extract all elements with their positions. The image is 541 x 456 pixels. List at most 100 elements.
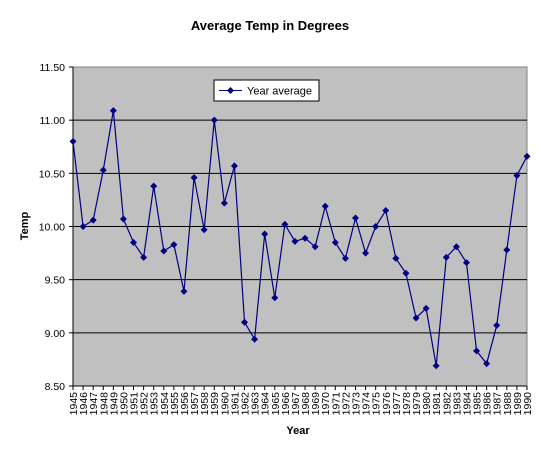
series-line bbox=[72, 110, 528, 366]
x-tick-label: 1987 bbox=[492, 392, 504, 416]
data-point bbox=[89, 216, 97, 224]
x-tick-label: 1961 bbox=[229, 392, 241, 416]
x-tick-label: 1977 bbox=[391, 392, 403, 416]
data-point bbox=[251, 335, 259, 343]
data-point bbox=[442, 253, 450, 261]
data-point bbox=[271, 294, 279, 302]
gridlines bbox=[73, 119, 527, 334]
y-tick-label: 11.50 bbox=[40, 62, 66, 74]
x-tick-labels: 1945194619471948194919501951195219531954… bbox=[68, 392, 534, 416]
y-tick-label: 8.50 bbox=[45, 381, 66, 393]
x-tick-label: 1972 bbox=[340, 392, 352, 416]
data-point bbox=[281, 220, 289, 228]
x-tick-label: 1949 bbox=[108, 392, 120, 416]
data-point bbox=[301, 234, 309, 242]
x-tick-label: 1964 bbox=[260, 392, 272, 416]
data-point bbox=[392, 254, 400, 262]
data-point bbox=[362, 249, 370, 257]
data-point bbox=[503, 246, 511, 254]
x-tick-label: 1988 bbox=[502, 392, 514, 416]
series-year-average bbox=[69, 107, 531, 370]
x-tick-label: 1953 bbox=[149, 392, 161, 416]
data-point bbox=[432, 362, 440, 370]
x-tick-label: 1951 bbox=[129, 392, 141, 416]
data-point bbox=[99, 166, 107, 174]
data-point bbox=[412, 314, 420, 322]
data-point bbox=[351, 214, 359, 222]
y-axis-title: Temp bbox=[19, 211, 31, 240]
data-point bbox=[372, 223, 380, 230]
x-tick-label: 1965 bbox=[270, 392, 282, 416]
x-tick-label: 1980 bbox=[421, 392, 433, 416]
x-tick-label: 1969 bbox=[310, 392, 322, 416]
x-tick-label: 1946 bbox=[78, 392, 90, 416]
data-point bbox=[130, 238, 138, 246]
data-point bbox=[220, 199, 228, 207]
data-point bbox=[140, 253, 148, 261]
x-tick-label: 1974 bbox=[361, 392, 373, 416]
data-point bbox=[382, 207, 390, 215]
x-tick-label: 1976 bbox=[381, 392, 393, 416]
chart-title: Average Temp in Degrees bbox=[191, 18, 349, 33]
data-point bbox=[150, 182, 158, 190]
x-tick-label: 1985 bbox=[472, 392, 484, 416]
data-point bbox=[79, 223, 87, 230]
data-point bbox=[291, 237, 299, 245]
x-tick-label: 1984 bbox=[461, 392, 473, 416]
x-tick-label: 1971 bbox=[330, 392, 342, 416]
data-point bbox=[462, 259, 470, 267]
data-point bbox=[230, 162, 238, 170]
data-point bbox=[452, 243, 460, 251]
x-tick-label: 1968 bbox=[300, 392, 312, 416]
data-point bbox=[311, 243, 319, 251]
x-tick-label: 1981 bbox=[431, 392, 443, 416]
data-point bbox=[493, 321, 501, 329]
y-tick-label: 11.00 bbox=[40, 115, 66, 127]
data-point bbox=[200, 226, 208, 234]
data-point bbox=[119, 215, 127, 223]
data-point bbox=[170, 241, 178, 249]
data-point bbox=[473, 347, 481, 355]
x-tick-label: 1958 bbox=[199, 392, 211, 416]
x-tick-label: 1982 bbox=[441, 392, 453, 416]
data-point bbox=[180, 287, 188, 295]
legend-label: Year average bbox=[247, 86, 312, 98]
data-point bbox=[321, 202, 329, 210]
data-point bbox=[160, 247, 168, 255]
x-tick-label: 1950 bbox=[118, 392, 130, 416]
data-point bbox=[190, 174, 198, 182]
legend-box bbox=[213, 79, 320, 102]
data-point bbox=[261, 230, 269, 238]
y-tick-labels: 8.50 9.00 9.50 10.00 10.50 11.00 11.50 bbox=[39, 62, 65, 393]
x-tick-label: 1986 bbox=[482, 392, 494, 416]
y-tick-label: 9.50 bbox=[45, 275, 66, 287]
x-tick-label: 1990 bbox=[522, 392, 534, 416]
x-tick-label: 1967 bbox=[290, 392, 302, 416]
data-point bbox=[341, 254, 349, 262]
x-axis-title: Year bbox=[286, 425, 310, 437]
data-point bbox=[210, 116, 218, 124]
data-point bbox=[523, 152, 531, 160]
x-tick-label: 1963 bbox=[250, 392, 262, 416]
x-tick-label: 1989 bbox=[512, 392, 524, 416]
x-tick-label: 1957 bbox=[189, 392, 201, 416]
x-tick-label: 1970 bbox=[320, 392, 332, 416]
y-tick-label: 10.50 bbox=[39, 168, 65, 180]
x-tick-label: 1973 bbox=[350, 392, 362, 416]
data-point bbox=[241, 318, 249, 326]
x-tick-label: 1962 bbox=[240, 392, 252, 416]
y-tick-label: 9.00 bbox=[45, 328, 66, 340]
x-tick-label: 1983 bbox=[451, 392, 463, 416]
legend-marker bbox=[227, 87, 234, 94]
x-tick-label: 1947 bbox=[88, 392, 100, 416]
data-point bbox=[402, 269, 410, 277]
x-tick-label: 1959 bbox=[209, 392, 221, 416]
data-point bbox=[422, 304, 430, 312]
x-tick-label: 1978 bbox=[401, 392, 413, 416]
x-tick-label: 1975 bbox=[371, 392, 383, 416]
x-tick-label: 1948 bbox=[98, 392, 110, 416]
data-point bbox=[483, 360, 491, 368]
axes bbox=[69, 66, 528, 390]
